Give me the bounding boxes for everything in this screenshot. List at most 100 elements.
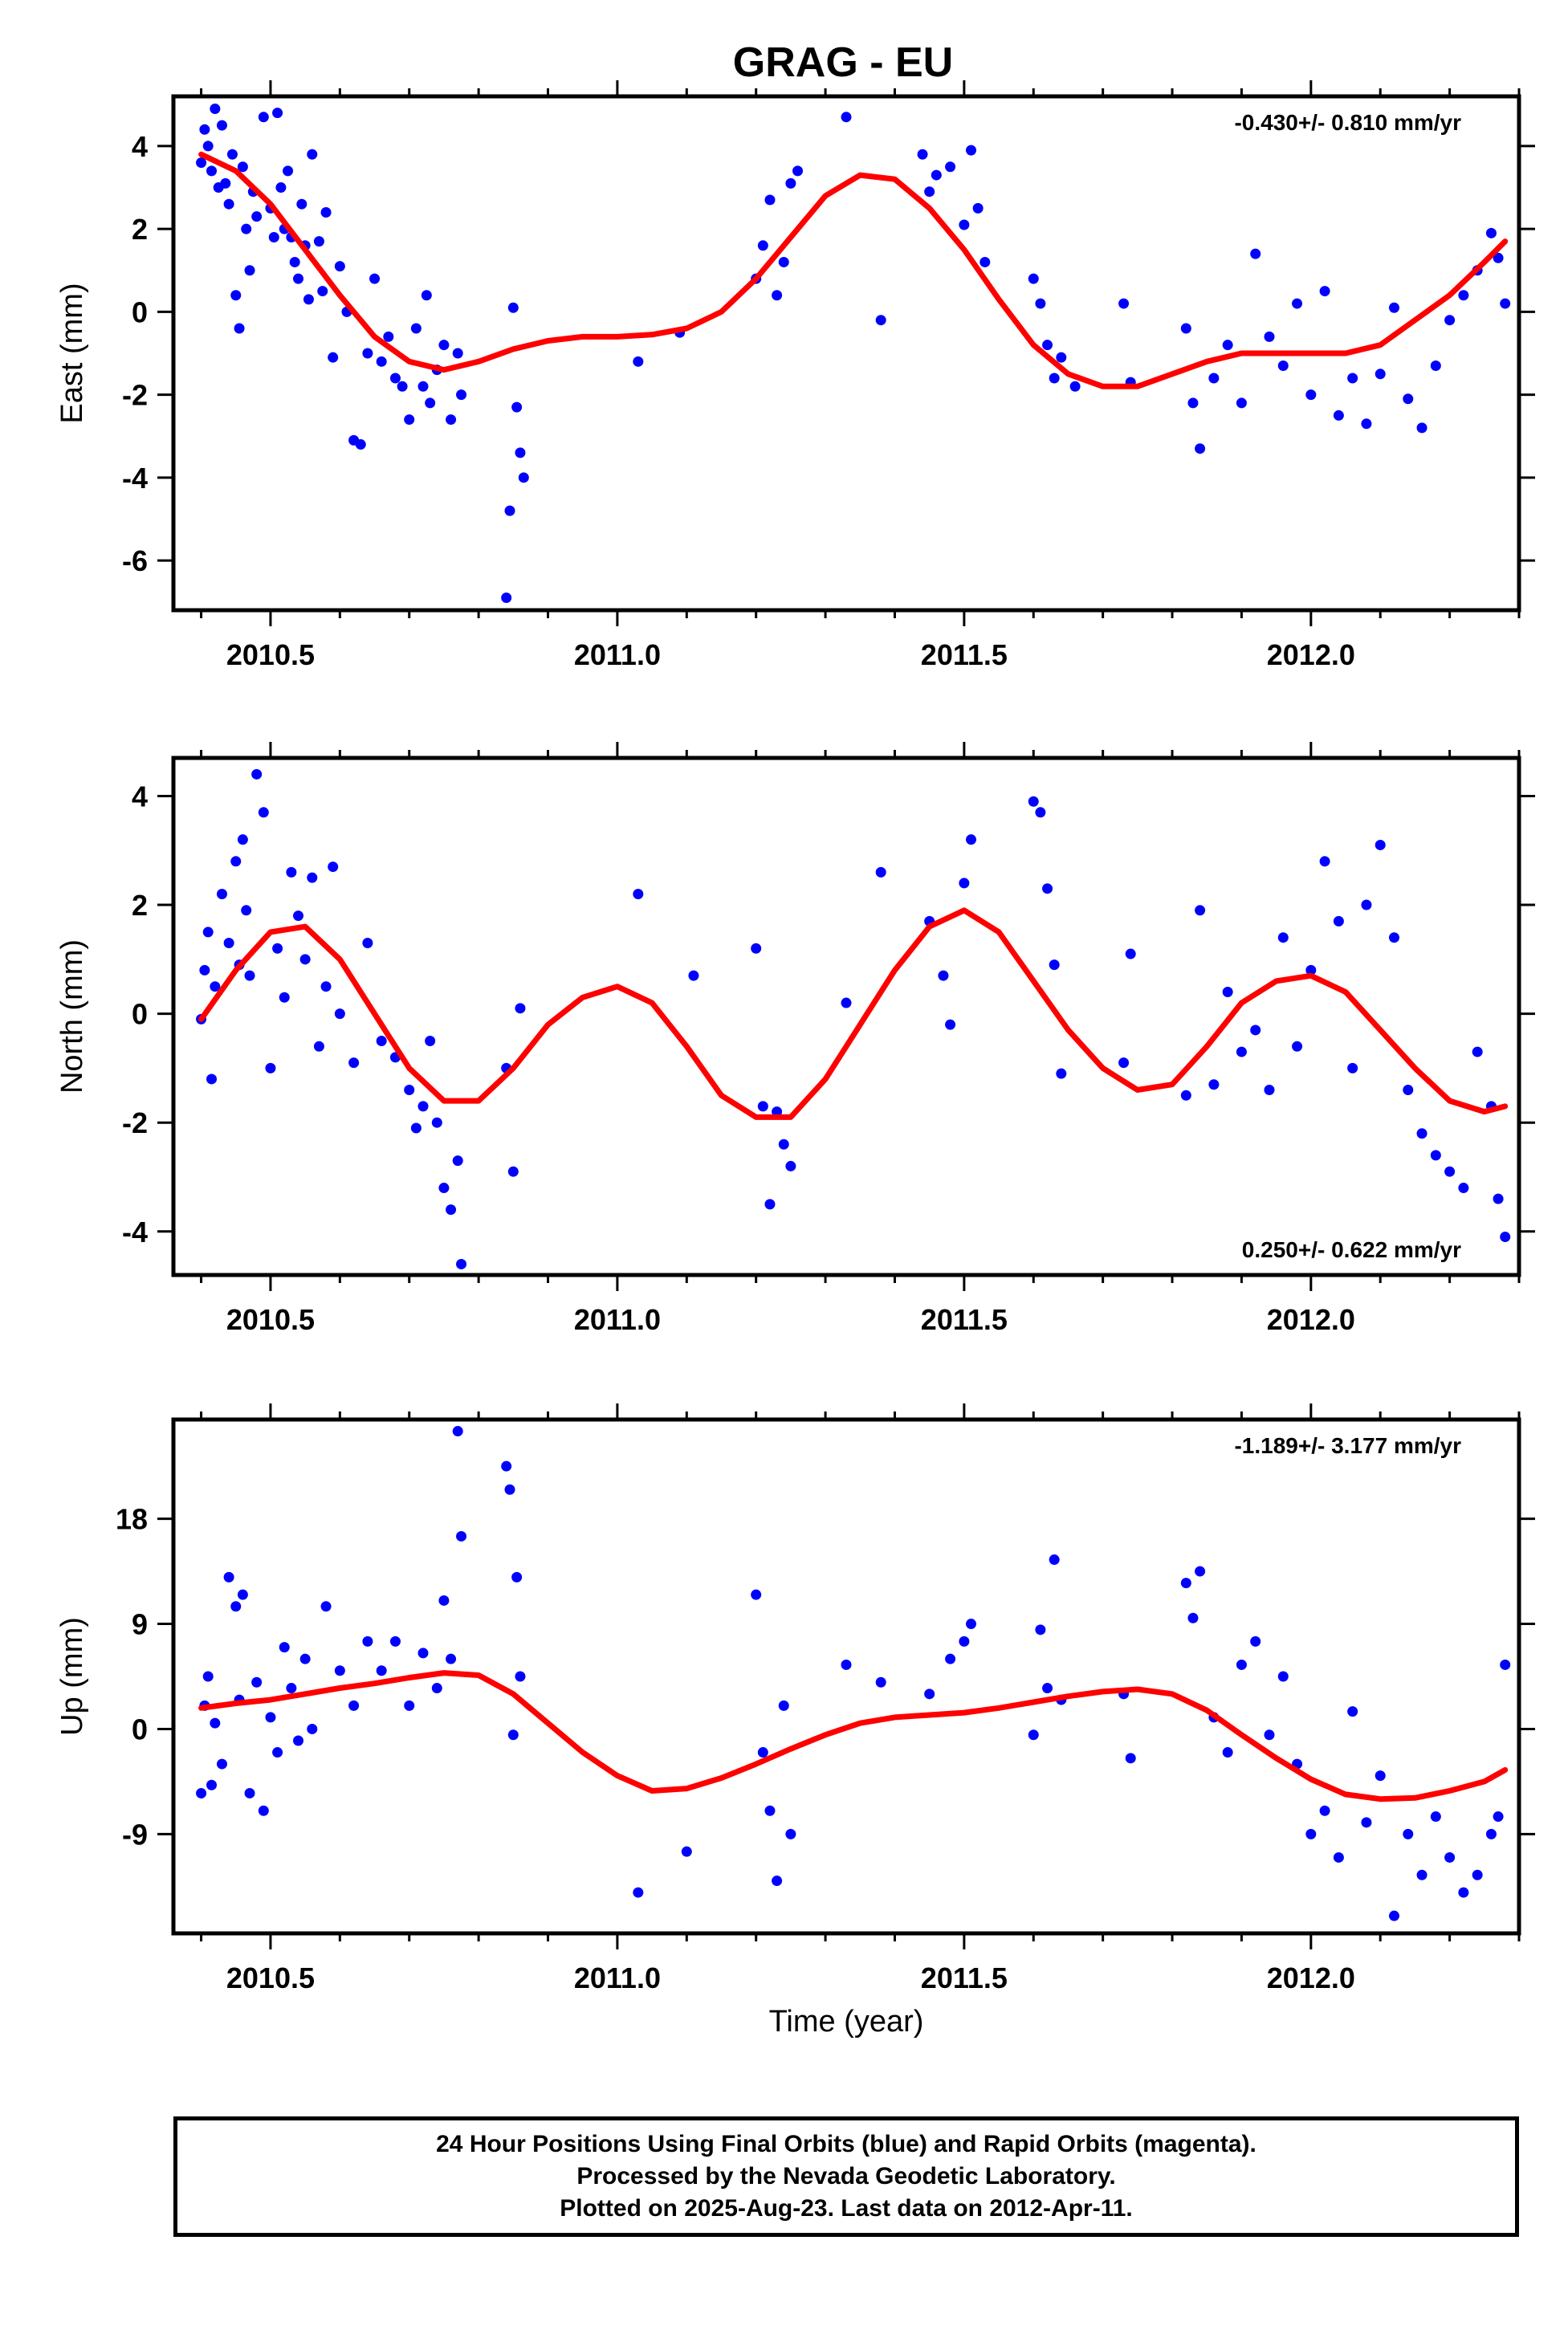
data-point	[518, 472, 529, 483]
x-tick-label: 2011.0	[574, 1961, 661, 1994]
data-point	[230, 1601, 242, 1612]
data-point	[317, 286, 328, 297]
data-point	[1180, 323, 1191, 334]
data-point	[1305, 1828, 1317, 1839]
fit-line	[198, 907, 1509, 1120]
data-point	[376, 356, 387, 367]
footer-box: 24 Hour Positions Using Final Orbits (bl…	[173, 2116, 1519, 2237]
data-point	[1430, 1150, 1441, 1161]
data-point	[1319, 1805, 1330, 1816]
data-point	[1118, 298, 1130, 309]
data-point	[515, 1003, 526, 1014]
y-axis-label: East (mm)	[55, 283, 89, 423]
data-point	[237, 1589, 248, 1600]
data-point	[431, 1683, 442, 1694]
data-point	[772, 1106, 783, 1118]
data-point	[202, 927, 214, 938]
data-point	[1430, 360, 1441, 371]
data-point	[681, 1846, 692, 1857]
data-point	[383, 331, 394, 342]
plot-frame	[171, 756, 1521, 1277]
data-point	[1333, 915, 1344, 927]
data-point	[1500, 298, 1511, 309]
data-point	[1361, 1817, 1372, 1828]
data-point	[507, 1166, 519, 1177]
data-point	[362, 937, 373, 948]
data-point	[1208, 373, 1220, 384]
y-tick-label: 18	[116, 1503, 148, 1536]
y-tick-label: -9	[122, 1818, 148, 1851]
rate-annotation: -1.189+/- 3.177 mm/yr	[1234, 1433, 1461, 1458]
data-point	[251, 211, 263, 222]
data-point	[438, 1183, 450, 1194]
data-point	[1430, 1811, 1441, 1823]
y-tick-label: -2	[122, 1106, 148, 1139]
data-point	[283, 165, 294, 177]
x-tick-label: 2010.5	[226, 1961, 315, 1994]
data-point	[417, 1648, 429, 1659]
x-tick-label: 2011.0	[574, 1303, 661, 1336]
data-point	[1125, 1753, 1136, 1764]
data-point	[1444, 1851, 1456, 1863]
data-point	[966, 834, 977, 845]
data-point	[751, 1589, 762, 1600]
data-point	[452, 1155, 463, 1167]
data-point	[751, 943, 762, 954]
data-point	[452, 348, 463, 359]
data-point	[1292, 298, 1303, 309]
data-point	[1361, 418, 1372, 430]
data-point	[688, 970, 699, 981]
data-point	[917, 149, 928, 160]
data-point	[979, 256, 991, 267]
data-point	[1416, 1128, 1427, 1139]
data-point	[334, 1665, 345, 1676]
data-point	[757, 1747, 768, 1758]
data-point	[931, 169, 942, 181]
x-tick-label: 2011.5	[921, 638, 1008, 671]
data-point	[1493, 1811, 1504, 1823]
data-point	[764, 194, 776, 206]
data-point	[1250, 1024, 1261, 1036]
data-point	[348, 1057, 360, 1069]
data-point	[1375, 1770, 1386, 1782]
data-point	[1042, 340, 1053, 351]
data-point	[362, 348, 373, 359]
data-point	[1236, 397, 1247, 409]
data-point	[234, 323, 245, 334]
data-point	[1403, 1085, 1414, 1096]
data-point	[376, 1036, 387, 1047]
data-point	[334, 1008, 345, 1020]
data-point	[924, 1688, 935, 1700]
data-point	[210, 1717, 221, 1729]
data-point	[369, 273, 381, 284]
data-point	[1277, 932, 1289, 943]
data-point	[1208, 1079, 1220, 1090]
data-point	[1485, 227, 1497, 238]
data-point	[410, 323, 422, 334]
data-point	[421, 290, 432, 301]
data-point	[362, 1635, 373, 1647]
y-tick-label: -2	[122, 379, 148, 412]
data-point	[1035, 298, 1046, 309]
data-point	[1195, 443, 1206, 454]
data-point	[785, 1160, 796, 1171]
data-point	[404, 1085, 415, 1096]
data-point	[1403, 393, 1414, 405]
data-point	[1333, 1851, 1344, 1863]
data-point	[515, 1671, 526, 1682]
y-tick-label: 9	[132, 1608, 148, 1641]
data-point	[293, 273, 304, 284]
data-point	[389, 373, 401, 384]
data-point	[633, 888, 644, 899]
data-point	[286, 866, 297, 878]
data-point	[452, 1426, 463, 1437]
data-point	[1347, 1706, 1358, 1717]
data-point	[778, 1700, 789, 1711]
data-point	[296, 198, 307, 210]
data-point	[945, 1653, 956, 1664]
data-point	[1042, 883, 1053, 894]
data-point	[1250, 248, 1261, 259]
data-point	[223, 198, 234, 210]
footer-line-2: Processed by the Nevada Geodetic Laborat…	[576, 2163, 1116, 2189]
data-point	[1277, 1671, 1289, 1682]
